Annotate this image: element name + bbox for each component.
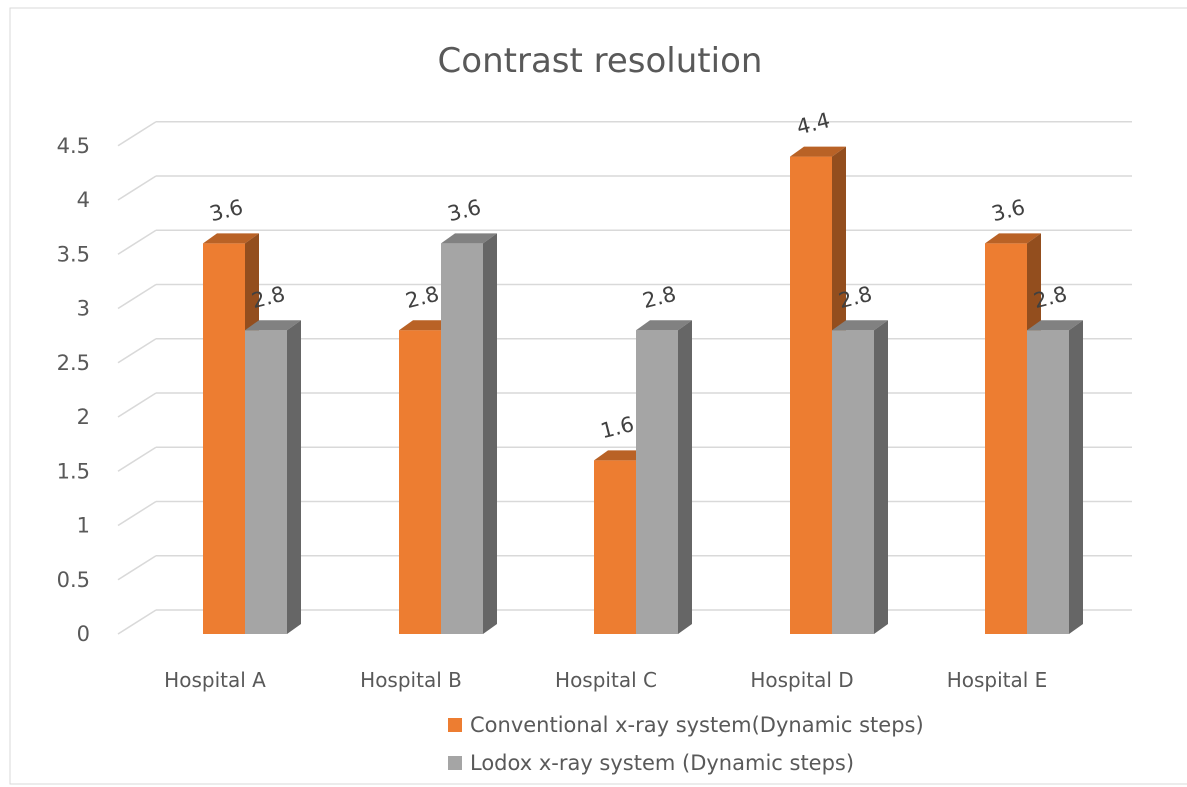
bar: [832, 320, 888, 634]
bar: [245, 320, 301, 634]
bar: [441, 233, 497, 634]
y-tick-label: 0: [77, 622, 90, 646]
gridline-side: [117, 392, 157, 418]
bar-top: [441, 233, 497, 244]
legend-item: Conventional x-ray system(Dynamic steps): [448, 713, 924, 737]
bar-front: [594, 460, 636, 634]
bar-top: [985, 233, 1041, 244]
bar-front: [203, 243, 245, 634]
bar-side: [1069, 320, 1083, 634]
bar: [790, 146, 846, 634]
y-tick-label: 3: [77, 297, 90, 321]
bar: [1027, 320, 1083, 634]
bar-top: [1027, 320, 1083, 331]
bar-front: [832, 330, 874, 634]
bar-side: [287, 320, 301, 634]
bar-top: [790, 146, 846, 157]
x-category-label: Hospital D: [750, 668, 853, 692]
y-tick-label: 2: [77, 405, 90, 429]
bar-side: [678, 320, 692, 634]
gridline-side: [117, 175, 157, 201]
bar-front: [441, 243, 483, 634]
bar-front: [790, 156, 832, 634]
y-tick-label: 3.5: [57, 242, 90, 266]
gridline-side: [117, 229, 157, 255]
y-tick-label: 4.5: [57, 134, 90, 158]
legend-swatch: [448, 756, 462, 770]
bar-top: [636, 320, 692, 331]
bar-front: [1027, 330, 1069, 634]
gridline-side: [117, 500, 157, 527]
bar-side: [483, 233, 497, 634]
bar: [636, 320, 692, 634]
gridline-side: [117, 555, 157, 581]
gridline-side: [117, 121, 157, 147]
chart-title: Contrast resolution: [438, 41, 763, 81]
legend: Conventional x-ray system(Dynamic steps)…: [448, 713, 924, 775]
y-tick-label: 4: [77, 188, 90, 212]
gridline-side: [117, 338, 157, 364]
x-category-label: Hospital A: [164, 668, 266, 692]
gridline-side: [117, 283, 157, 310]
bar-top: [203, 233, 259, 244]
bar-side: [874, 320, 888, 634]
y-tick-label: 2.5: [57, 351, 90, 375]
gridline-side: [117, 609, 157, 635]
bar-front: [985, 243, 1027, 634]
legend-item: Lodox x-ray system (Dynamic steps): [448, 751, 854, 775]
y-tick-label: 1: [77, 514, 90, 538]
bar-front: [399, 330, 441, 634]
x-category-label: Hospital E: [947, 668, 1048, 692]
y-tick-label: 0.5: [57, 568, 90, 592]
x-category-label: Hospital C: [555, 668, 657, 692]
bar-front: [636, 330, 678, 634]
bars: [203, 146, 1083, 634]
bar-top: [245, 320, 301, 331]
gridline-side: [117, 446, 157, 472]
bar-top: [832, 320, 888, 331]
legend-swatch: [448, 718, 462, 732]
y-axis-ticks: 0 0.5 1 1.5 2 2.5 3 3.5 4 4.5: [57, 134, 90, 646]
x-category-label: Hospital B: [360, 668, 462, 692]
y-tick-label: 1.5: [57, 459, 90, 483]
chart-border: [9, 7, 1187, 785]
legend-label: Lodox x-ray system (Dynamic steps): [470, 751, 854, 775]
legend-label: Conventional x-ray system(Dynamic steps): [470, 713, 924, 737]
bar-front: [245, 330, 287, 634]
x-axis-categories: Hospital A Hospital B Hospital C Hospital D…: [164, 668, 1047, 692]
